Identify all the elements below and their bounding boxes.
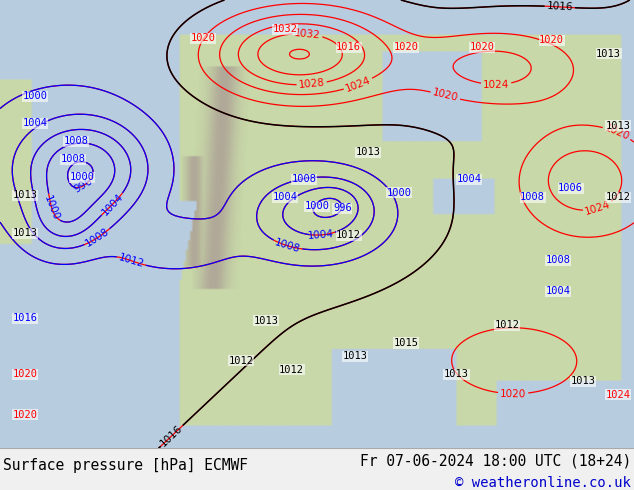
Text: 1013: 1013	[13, 190, 38, 200]
Text: 1006: 1006	[558, 183, 583, 194]
Text: 1004: 1004	[22, 118, 48, 128]
Text: 1032: 1032	[273, 24, 298, 34]
Text: 1012: 1012	[117, 252, 146, 270]
Text: 1012: 1012	[605, 192, 631, 202]
Text: 1000: 1000	[22, 92, 48, 101]
Text: 996: 996	[72, 176, 94, 195]
Text: 1013: 1013	[605, 121, 631, 130]
Text: 1024: 1024	[605, 390, 631, 399]
Text: 1008: 1008	[520, 192, 545, 202]
Text: Surface pressure [hPa] ECMWF: Surface pressure [hPa] ECMWF	[3, 458, 248, 472]
Text: 1000: 1000	[42, 194, 61, 222]
Text: 1015: 1015	[393, 338, 418, 348]
Text: 1020: 1020	[431, 88, 459, 104]
Text: 996: 996	[333, 203, 352, 214]
Text: 1004: 1004	[545, 287, 571, 296]
Text: 1016: 1016	[158, 423, 184, 448]
Text: 1020: 1020	[603, 122, 631, 142]
Text: 1013: 1013	[444, 369, 469, 379]
Text: 1032: 1032	[294, 28, 321, 40]
Text: 1020: 1020	[469, 42, 495, 52]
Text: 1004: 1004	[456, 174, 482, 184]
Text: 1020: 1020	[393, 42, 418, 52]
Text: 1004: 1004	[273, 192, 298, 202]
Text: 1008: 1008	[292, 174, 317, 184]
Text: 1004: 1004	[100, 192, 125, 217]
Text: 1008: 1008	[60, 154, 86, 164]
Text: Fr 07-06-2024 18:00 UTC (18+24): Fr 07-06-2024 18:00 UTC (18+24)	[359, 453, 631, 468]
Text: 1013: 1013	[571, 376, 596, 386]
Text: 1020: 1020	[539, 35, 564, 46]
Text: 1012: 1012	[495, 320, 520, 330]
Text: 1020: 1020	[500, 389, 526, 399]
Text: 1013: 1013	[596, 49, 621, 59]
Text: 1000: 1000	[70, 172, 95, 182]
Text: 1008: 1008	[545, 255, 571, 265]
Text: 1008: 1008	[84, 226, 112, 249]
Text: © weatheronline.co.uk: © weatheronline.co.uk	[455, 475, 631, 490]
Text: 1020: 1020	[13, 410, 38, 420]
Text: 1016: 1016	[13, 313, 38, 323]
Text: 1020: 1020	[190, 33, 216, 43]
Text: 1012: 1012	[279, 365, 304, 375]
Text: 1008: 1008	[273, 237, 302, 254]
Text: 1012: 1012	[228, 356, 254, 366]
Text: 1004: 1004	[307, 229, 333, 241]
Text: 1013: 1013	[254, 316, 279, 325]
Text: 1013: 1013	[355, 147, 380, 157]
Text: 1016: 1016	[336, 42, 361, 52]
Text: 1012: 1012	[336, 230, 361, 241]
Text: 1013: 1013	[13, 228, 38, 238]
Text: 1000: 1000	[387, 188, 412, 198]
Text: 1013: 1013	[342, 351, 368, 362]
Text: 1016: 1016	[547, 1, 573, 13]
Text: 1008: 1008	[63, 136, 89, 146]
Text: 1020: 1020	[13, 369, 38, 379]
Text: 1028: 1028	[298, 78, 325, 91]
Text: 1024: 1024	[584, 199, 612, 217]
Text: 1024: 1024	[344, 75, 372, 94]
Text: 1000: 1000	[304, 201, 330, 211]
Text: 1024: 1024	[483, 79, 509, 90]
